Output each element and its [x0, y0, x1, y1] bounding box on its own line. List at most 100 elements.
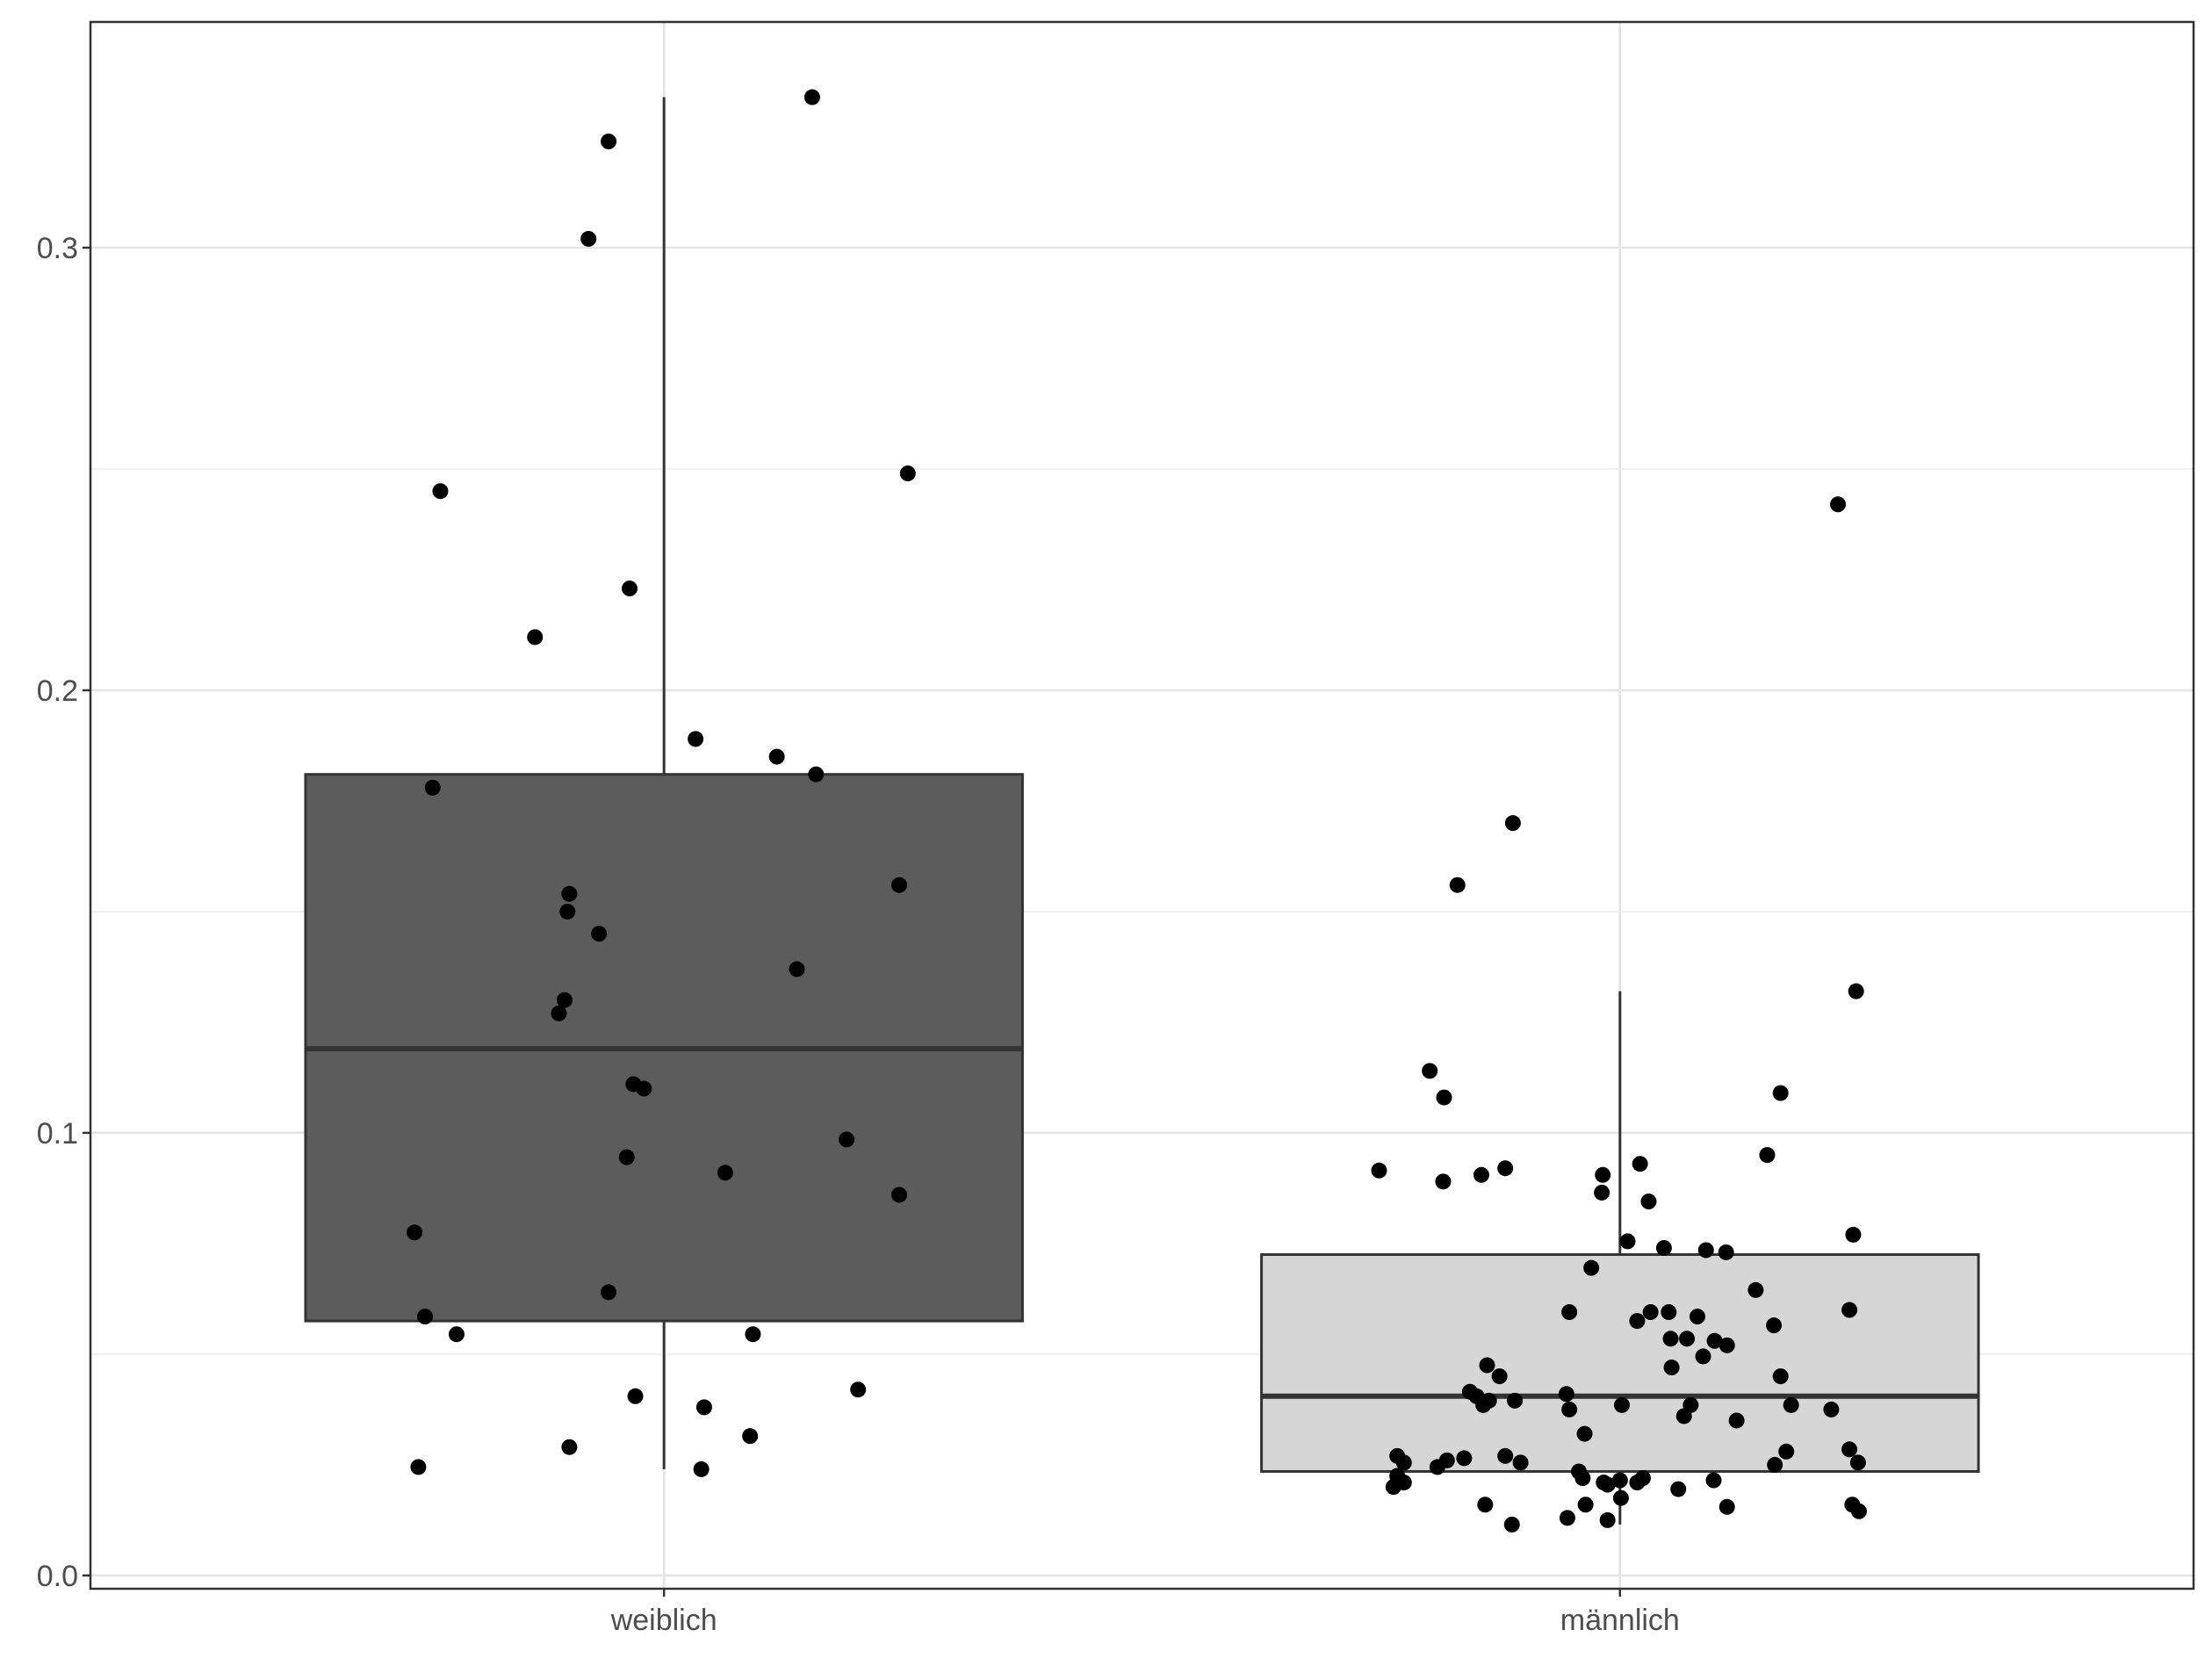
x-tick-label: männlich: [1560, 1604, 1680, 1637]
data-point: [1767, 1456, 1783, 1473]
data-point: [1849, 1454, 1866, 1471]
data-point: [1830, 496, 1847, 513]
data-point: [1632, 1156, 1648, 1172]
data-point: [745, 1326, 761, 1343]
data-point: [1497, 1160, 1514, 1177]
data-point: [1661, 1304, 1677, 1321]
data-point: [839, 1131, 855, 1148]
data-point: [1845, 1226, 1862, 1243]
data-point: [768, 748, 785, 765]
data-point: [1766, 1317, 1783, 1334]
data-point: [1371, 1162, 1387, 1179]
jitter-points: [407, 89, 1867, 1533]
data-point: [695, 1399, 712, 1416]
data-point: [1718, 1337, 1735, 1353]
data-point: [1823, 1401, 1840, 1417]
data-point: [1718, 1244, 1734, 1260]
data-point: [688, 731, 704, 747]
y-tick-label: 0.2: [37, 674, 78, 708]
y-tick-label: 0.3: [37, 232, 78, 265]
data-point: [1583, 1259, 1600, 1276]
axes: 0.0 0.1 0.2 0.3 weiblich männlich: [37, 232, 1680, 1637]
data-point: [1558, 1386, 1574, 1403]
data-point: [1679, 1331, 1696, 1347]
data-point: [1595, 1166, 1611, 1183]
data-point: [1772, 1368, 1789, 1385]
data-point: [424, 779, 441, 796]
data-point: [1642, 1304, 1659, 1321]
data-point: [1577, 1497, 1594, 1513]
data-point: [1640, 1194, 1657, 1210]
data-point: [1841, 1441, 1858, 1458]
data-point: [1449, 876, 1466, 893]
data-point: [1670, 1481, 1687, 1497]
data-point: [601, 1284, 617, 1301]
data-point: [1848, 983, 1864, 999]
data-point: [1477, 1497, 1494, 1513]
data-point: [1599, 1511, 1616, 1528]
data-point: [1675, 1408, 1692, 1425]
data-point: [717, 1165, 733, 1181]
data-point: [1655, 1239, 1672, 1256]
data-point: [1759, 1147, 1776, 1164]
data-point: [1772, 1085, 1789, 1101]
data-point: [1663, 1360, 1680, 1376]
data-point: [1429, 1459, 1445, 1475]
data-point: [803, 89, 820, 105]
data-point: [601, 133, 617, 150]
data-point: [1705, 1472, 1722, 1489]
data-point: [559, 903, 576, 920]
data-point: [1599, 1476, 1616, 1493]
data-point: [1778, 1443, 1795, 1460]
data-point: [636, 1080, 652, 1097]
data-point: [1507, 1392, 1524, 1409]
data-point: [1747, 1281, 1764, 1298]
data-point: [1456, 1450, 1473, 1467]
data-point: [1728, 1412, 1745, 1429]
data-point: [1689, 1309, 1705, 1325]
data-point: [551, 1005, 567, 1021]
data-point: [621, 581, 638, 597]
data-point: [1559, 1510, 1575, 1526]
data-point: [618, 1149, 635, 1165]
data-point: [432, 483, 449, 500]
data-point: [1841, 1302, 1858, 1318]
data-point: [1436, 1089, 1452, 1106]
data-point: [1512, 1454, 1529, 1471]
data-point: [561, 885, 578, 902]
data-point: [1561, 1401, 1578, 1417]
data-point: [789, 961, 805, 977]
data-point: [591, 926, 608, 942]
data-point: [1594, 1184, 1610, 1201]
data-point: [1662, 1331, 1679, 1347]
data-point: [1850, 1503, 1867, 1519]
data-point: [1497, 1447, 1514, 1464]
data-point: [693, 1461, 710, 1477]
data-point: [1613, 1396, 1630, 1413]
data-point: [561, 1439, 578, 1455]
data-point: [1783, 1396, 1799, 1413]
data-point: [1491, 1368, 1508, 1385]
data-point: [1634, 1470, 1651, 1487]
data-point: [1718, 1498, 1735, 1515]
data-point: [742, 1428, 759, 1445]
data-point: [1612, 1489, 1629, 1506]
data-point: [1385, 1479, 1401, 1496]
y-tick-label: 0.1: [37, 1117, 78, 1150]
data-point: [1697, 1242, 1714, 1259]
data-point: [1504, 815, 1521, 832]
data-point: [1395, 1454, 1412, 1471]
data-point: [448, 1326, 465, 1343]
plot-panel-border: [89, 20, 2195, 1590]
data-point: [890, 876, 907, 893]
data-point: [1435, 1173, 1452, 1190]
data-point: [1479, 1357, 1495, 1374]
data-point: [808, 766, 825, 783]
data-point: [1706, 1332, 1723, 1349]
data-point: [1473, 1166, 1489, 1183]
data-point: [417, 1309, 434, 1325]
y-tick-label: 0.0: [37, 1560, 78, 1593]
data-point: [1576, 1425, 1593, 1442]
data-point: [407, 1224, 423, 1241]
